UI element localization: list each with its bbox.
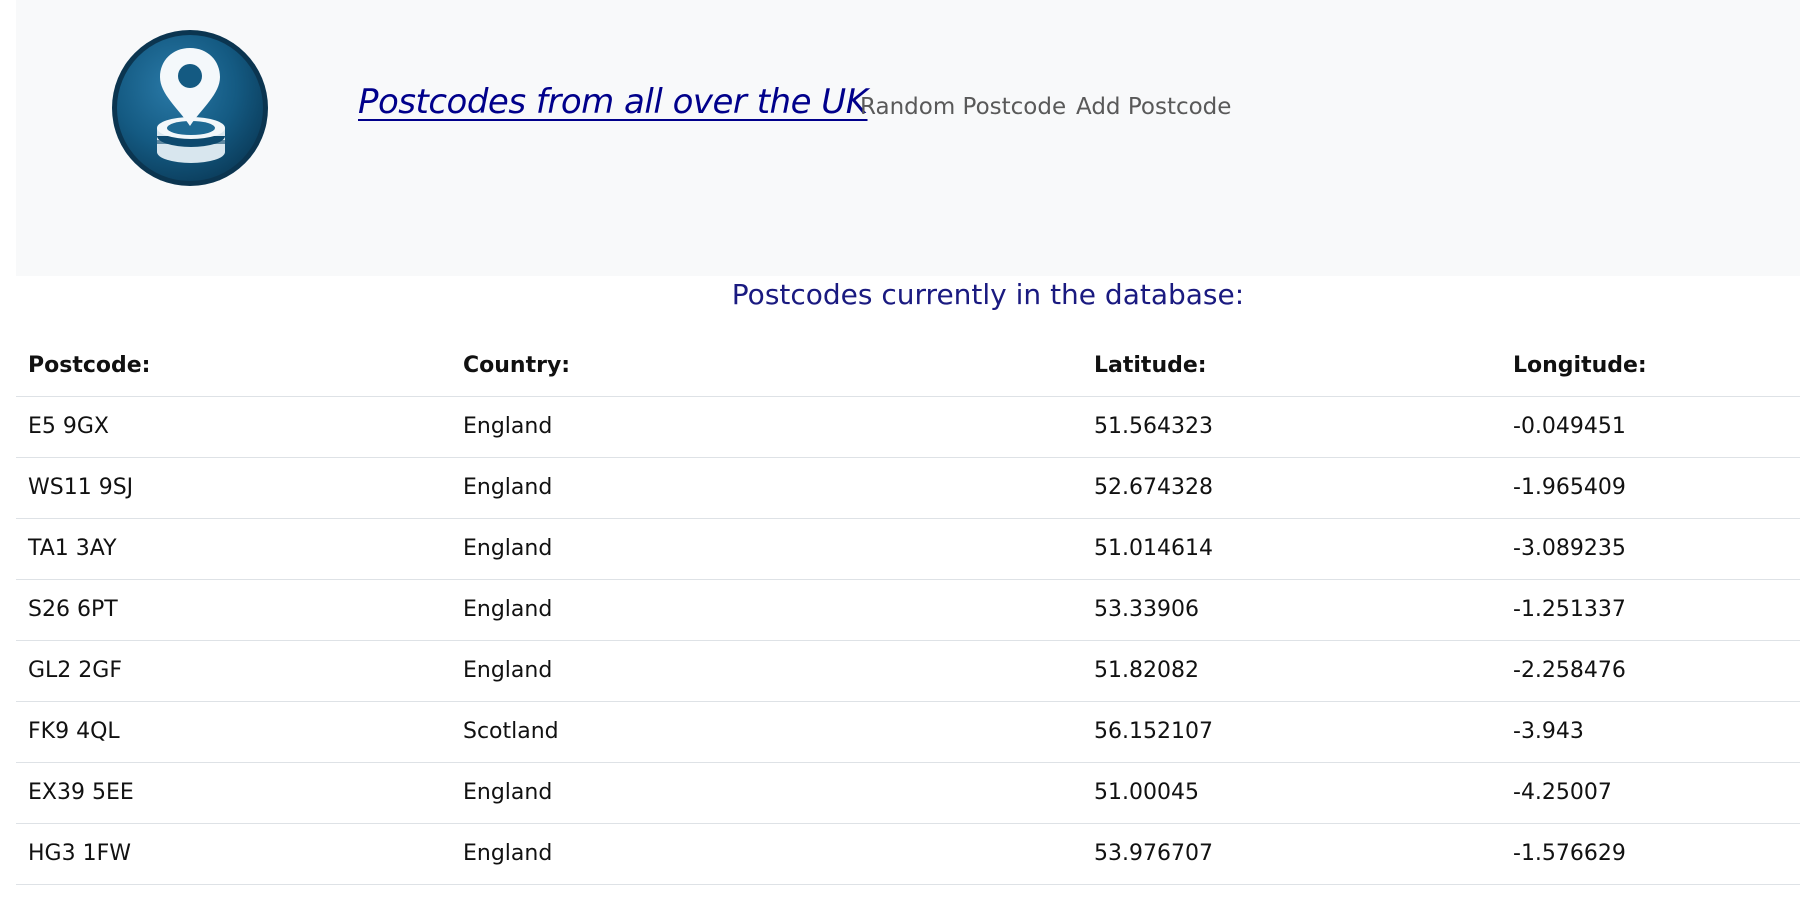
cell-country: England [463,414,553,439]
cell-longitude: -1.576629 [1513,841,1626,866]
column-header-country: Country: [463,353,571,378]
page-title: Postcodes currently in the database: [731,278,1245,311]
cell-postcode: E5 9GX [28,414,110,439]
table-row: FK9 4QL Scotland 56.152107 -3.943 [16,702,1800,763]
cell-latitude: 51.82082 [1094,658,1199,683]
table-row: WS11 9SJ England 52.674328 -1.965409 [16,458,1800,519]
table-row: HG3 1FW England 53.976707 -1.576629 [16,824,1800,885]
postcode-table: Postcode: Country: Latitude: Longitude: … [16,336,1800,885]
table-row: GL2 2GF England 51.82082 -2.258476 [16,641,1800,702]
cell-latitude: 51.00045 [1094,780,1199,805]
cell-postcode: GL2 2GF [28,658,122,683]
cell-longitude: -3.943 [1513,719,1584,744]
cell-latitude: 53.33906 [1094,597,1199,622]
table-row: S26 6PT England 53.33906 -1.251337 [16,580,1800,641]
table-row: E5 9GX England 51.564323 -0.049451 [16,397,1800,458]
column-header-postcode: Postcode: [28,353,151,378]
cell-postcode: HG3 1FW [28,841,131,866]
cell-country: England [463,658,553,683]
cell-latitude: 52.674328 [1094,475,1213,500]
cell-country: England [463,780,553,805]
cell-postcode: TA1 3AY [28,536,117,561]
cell-latitude: 51.014614 [1094,536,1213,561]
cell-longitude: -0.049451 [1513,414,1626,439]
column-header-latitude: Latitude: [1094,353,1207,378]
cell-longitude: -3.089235 [1513,536,1626,561]
header: Postcodes from all over the UK Random Po… [16,0,1800,276]
cell-latitude: 51.564323 [1094,414,1213,439]
table-row: EX39 5EE England 51.00045 -4.25007 [16,763,1800,824]
nav-random-postcode[interactable]: Random Postcode [860,94,1067,120]
cell-postcode: S26 6PT [28,597,118,622]
column-header-longitude: Longitude: [1513,353,1647,378]
cell-country: England [463,475,553,500]
cell-country: England [463,841,553,866]
cell-postcode: FK9 4QL [28,719,120,744]
map-pin-database-icon[interactable] [110,28,270,188]
cell-latitude: 53.976707 [1094,841,1213,866]
cell-longitude: -2.258476 [1513,658,1626,683]
table-header-row: Postcode: Country: Latitude: Longitude: [16,336,1800,397]
brand-link[interactable]: Postcodes from all over the UK [358,82,868,122]
cell-latitude: 56.152107 [1094,719,1213,744]
cell-country: England [463,536,553,561]
cell-country: England [463,597,553,622]
table-row: TA1 3AY England 51.014614 -3.089235 [16,519,1800,580]
cell-postcode: WS11 9SJ [28,475,134,500]
cell-postcode: EX39 5EE [28,780,134,805]
nav-add-postcode[interactable]: Add Postcode [1076,94,1232,120]
cell-longitude: -1.965409 [1513,475,1626,500]
cell-country: Scotland [463,719,559,744]
cell-longitude: -1.251337 [1513,597,1626,622]
cell-longitude: -4.25007 [1513,780,1612,805]
